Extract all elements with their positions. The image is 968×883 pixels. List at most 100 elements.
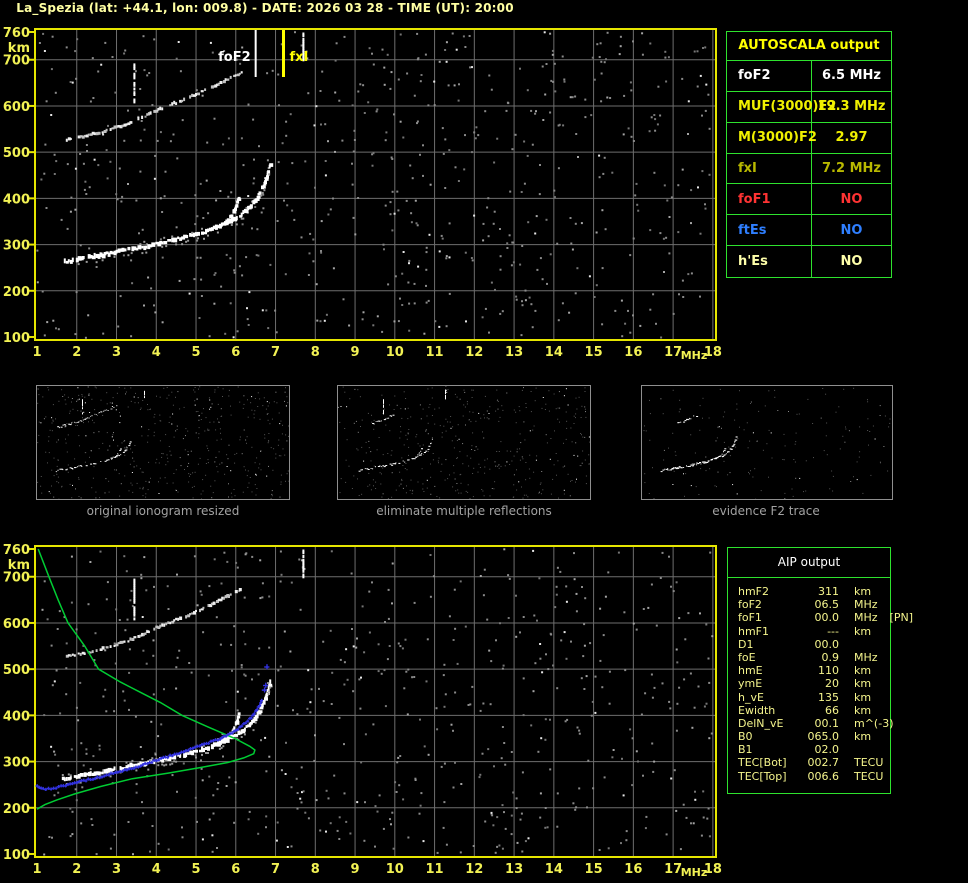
svg-text:760: 760 [3,26,30,41]
param-value: 19.3 MHz [817,99,886,115]
svg-text:400: 400 [3,192,30,207]
svg-text:15: 15 [585,862,603,877]
param-unit: km [854,677,872,691]
param-flag: [PN] [889,611,913,625]
param-label: ymE [738,677,763,691]
svg-text:8: 8 [311,345,320,360]
table-row-foF1: foF1 NO [727,184,891,216]
param-value: 7.2 MHz [822,160,881,176]
svg-text:MHz: MHz [681,866,708,879]
svg-text:18: 18 [704,345,722,360]
param-value: NO [840,191,863,207]
svg-text:13: 13 [505,345,523,360]
param-unit: km [854,624,872,638]
param-unit: m^(-3) [854,716,894,730]
param-unit: km [854,690,872,704]
param-label: foF1 [738,611,762,625]
param-label: hmF1 [738,624,770,638]
param-unit: km [854,730,872,744]
param-value: NO [840,254,863,270]
thumbnail-eliminate-reflections [337,385,591,500]
table-row-MUF(3000)F2: MUF(3000)F2 19.3 MHz [727,91,891,123]
param-value: 06.5 [814,598,840,612]
svg-text:500: 500 [3,663,30,678]
param-unit: TECU [854,769,884,783]
svg-text:1: 1 [32,345,41,360]
param-value: 6.5 MHz [822,68,881,84]
param-label: hmE [738,664,763,678]
svg-text:14: 14 [545,345,563,360]
table-row-foF2: foF2 6.5 MHz [727,61,891,92]
table-row-foF1: foF1 00.0 MHz [PN] [738,611,913,625]
svg-text:3: 3 [112,345,121,360]
svg-text:6: 6 [231,862,240,877]
param-unit: MHz [854,650,878,664]
param-label: M(3000)F2 [727,122,817,153]
svg-text:200: 200 [3,802,30,817]
svg-text:700: 700 [3,571,30,586]
table-row-DelN_vE: DelN_vE 00.1 m^(-3) [738,716,893,730]
thumbnail-caption: eliminate multiple reflections [376,504,552,518]
svg-text:5: 5 [192,862,201,877]
autoscala-output-title: AUTOSCALA output [727,32,891,61]
param-value: 00.1 [814,716,840,730]
aip-output-table: AIP output hmF2 311 km foF2 06.5 MHz foF1 00.0 M… [727,547,913,794]
svg-text:14: 14 [545,862,563,877]
param-label: foF2 [738,598,762,612]
svg-text:600: 600 [3,617,30,632]
param-value: 065.0 [807,730,840,744]
thumbnail-original-ionogram [36,385,290,500]
param-value: 2.97 [835,130,868,146]
autoscala-output-table: AUTOSCALA output foF2 6.5 MHz MUF(3000)F2 1… [726,31,892,278]
svg-text:400: 400 [3,709,30,724]
svg-text:10: 10 [386,862,404,877]
table-row-B0: B0 065.0 km [738,730,888,743]
param-label: D1 [738,637,754,651]
param-unit: MHz [854,598,878,612]
table-row-B1: B1 02.0 [738,743,888,756]
param-unit: TECU [854,756,884,770]
svg-text:300: 300 [3,756,30,771]
table-row-Ewidth: Ewidth 66 km [738,704,888,717]
svg-text:7: 7 [271,862,280,877]
param-value: 20 [825,677,839,691]
svg-text:16: 16 [624,862,642,877]
table-row-D1: D1 00.0 [738,638,888,651]
svg-text:17: 17 [664,862,682,877]
station-date-title: La_Spezia (lat: +44.1, lon: 009.8) - DAT… [16,1,514,15]
param-label: B0 [738,730,753,744]
param-label: foE [738,650,756,664]
param-unit [839,638,888,651]
param-label: Ewidth [738,703,776,717]
svg-text:4: 4 [152,345,161,360]
param-value: 00.0 [814,611,840,625]
table-row-foE: foE 0.9 MHz [738,651,888,664]
param-label: h'Es [727,246,812,277]
table-row-hmF2: hmF2 311 km [738,585,888,598]
svg-text:12: 12 [465,345,483,360]
svg-text:12: 12 [465,862,483,877]
svg-text:600: 600 [3,100,30,115]
table-row-hmE: hmE 110 km [738,664,888,677]
svg-text:foF2: foF2 [218,50,251,65]
svg-text:11: 11 [426,862,444,877]
svg-text:17: 17 [664,345,682,360]
param-value: 002.7 [807,756,840,770]
svg-text:100: 100 [3,331,30,346]
param-value: 311 [818,585,839,598]
svg-text:1: 1 [32,862,41,877]
svg-text:km: km [8,558,30,573]
svg-text:7: 7 [271,345,280,360]
param-label: MUF(3000)F2 [727,91,836,122]
svg-text:200: 200 [3,285,30,300]
table-row-M(3000)F2: M(3000)F2 2.97 [727,122,891,154]
param-value: 66 [825,703,839,717]
aip-output-title: AIP output [728,548,890,578]
svg-text:760: 760 [3,543,30,558]
svg-text:2: 2 [72,862,81,877]
thumbnail-caption: evidence F2 trace [712,504,820,518]
param-label: B1 [738,743,753,757]
svg-text:3: 3 [112,862,121,877]
param-value: 110 [818,664,839,678]
